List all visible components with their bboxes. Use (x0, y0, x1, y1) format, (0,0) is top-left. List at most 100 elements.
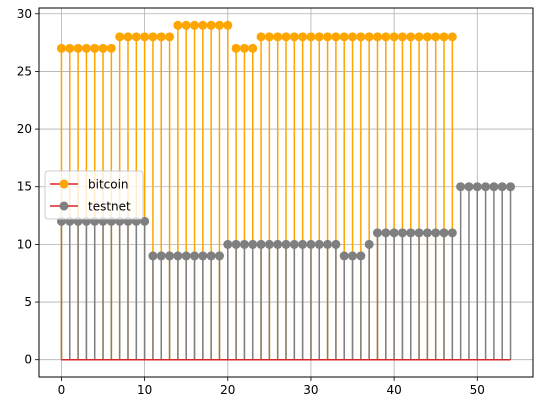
y-tick-label: 10 (17, 237, 32, 251)
bitcoin-marker (257, 32, 266, 41)
testnet-marker (356, 251, 365, 260)
bitcoin-marker (282, 32, 291, 41)
testnet-marker (456, 182, 465, 191)
testnet-marker (190, 251, 199, 260)
y-tick-label: 20 (17, 122, 32, 136)
legend-marker-bitcoin (60, 180, 69, 189)
bitcoin-marker (415, 32, 424, 41)
testnet-marker (398, 228, 407, 237)
testnet-marker (406, 228, 415, 237)
bitcoin-marker (431, 32, 440, 41)
bitcoin-marker (140, 32, 149, 41)
testnet-marker (173, 251, 182, 260)
bitcoin-marker (198, 21, 207, 30)
testnet-marker (473, 182, 482, 191)
bitcoin-marker (356, 32, 365, 41)
bitcoin-marker (107, 44, 116, 53)
x-tick-label: 50 (470, 383, 485, 397)
testnet-marker (489, 182, 498, 191)
testnet-marker (464, 182, 473, 191)
testnet-marker (348, 251, 357, 260)
bitcoin-marker (190, 21, 199, 30)
y-tick-label: 25 (17, 64, 32, 78)
testnet-marker (306, 240, 315, 249)
bitcoin-marker (298, 32, 307, 41)
bitcoin-marker (265, 32, 274, 41)
testnet-marker (423, 228, 432, 237)
testnet-marker (232, 240, 241, 249)
testnet-marker (282, 240, 291, 249)
testnet-marker (157, 251, 166, 260)
bitcoin-marker (381, 32, 390, 41)
testnet-marker (448, 228, 457, 237)
bitcoin-marker (340, 32, 349, 41)
y-tick-label: 15 (17, 180, 32, 194)
testnet-marker (481, 182, 490, 191)
testnet-marker (315, 240, 324, 249)
bitcoin-marker (348, 32, 357, 41)
bitcoin-marker (90, 44, 99, 53)
bitcoin-marker (148, 32, 157, 41)
bitcoin-marker (248, 44, 257, 53)
testnet-marker (215, 251, 224, 260)
testnet-marker (240, 240, 249, 249)
bitcoin-marker (123, 32, 132, 41)
testnet-marker (373, 228, 382, 237)
x-tick-label: 0 (58, 383, 66, 397)
testnet-marker (331, 240, 340, 249)
testnet-marker (440, 228, 449, 237)
testnet-marker (340, 251, 349, 260)
bitcoin-marker (207, 21, 216, 30)
testnet-marker (273, 240, 282, 249)
bitcoin-marker (390, 32, 399, 41)
bitcoin-marker (157, 32, 166, 41)
x-tick-label: 10 (137, 383, 152, 397)
legend: bitcoin testnet (45, 171, 143, 219)
testnet-marker (290, 240, 299, 249)
x-tick-label: 40 (386, 383, 401, 397)
bitcoin-marker (373, 32, 382, 41)
y-tick-label: 5 (24, 295, 32, 309)
bitcoin-marker (440, 32, 449, 41)
bitcoin-marker (57, 44, 66, 53)
bitcoin-marker (223, 21, 232, 30)
testnet-marker (298, 240, 307, 249)
bitcoin-marker (323, 32, 332, 41)
testnet-marker (223, 240, 232, 249)
x-tick-label: 30 (303, 383, 318, 397)
testnet-marker (198, 251, 207, 260)
bitcoin-marker (406, 32, 415, 41)
testnet-marker (323, 240, 332, 249)
testnet-marker (415, 228, 424, 237)
testnet-marker (365, 240, 374, 249)
bitcoin-marker (306, 32, 315, 41)
bitcoin-marker (132, 32, 141, 41)
bitcoin-marker (173, 21, 182, 30)
bitcoin-marker (331, 32, 340, 41)
testnet-marker (265, 240, 274, 249)
bitcoin-marker (99, 44, 108, 53)
testnet-marker (431, 228, 440, 237)
bitcoin-marker (65, 44, 74, 53)
bitcoin-marker (182, 21, 191, 30)
bitcoin-marker (232, 44, 241, 53)
bitcoin-marker (215, 21, 224, 30)
testnet-marker (207, 251, 216, 260)
testnet-marker (506, 182, 515, 191)
bitcoin-marker (315, 32, 324, 41)
bitcoin-marker (290, 32, 299, 41)
bitcoin-marker (240, 44, 249, 53)
testnet-marker (165, 251, 174, 260)
bitcoin-marker (165, 32, 174, 41)
testnet-marker (498, 182, 507, 191)
legend-marker-testnet (60, 202, 69, 211)
bitcoin-marker (82, 44, 91, 53)
bitcoin-marker (273, 32, 282, 41)
y-tick-label: 0 (24, 353, 32, 367)
y-tick-label: 30 (17, 7, 32, 21)
bitcoin-marker (398, 32, 407, 41)
testnet-marker (381, 228, 390, 237)
testnet-marker (148, 251, 157, 260)
testnet-marker (257, 240, 266, 249)
